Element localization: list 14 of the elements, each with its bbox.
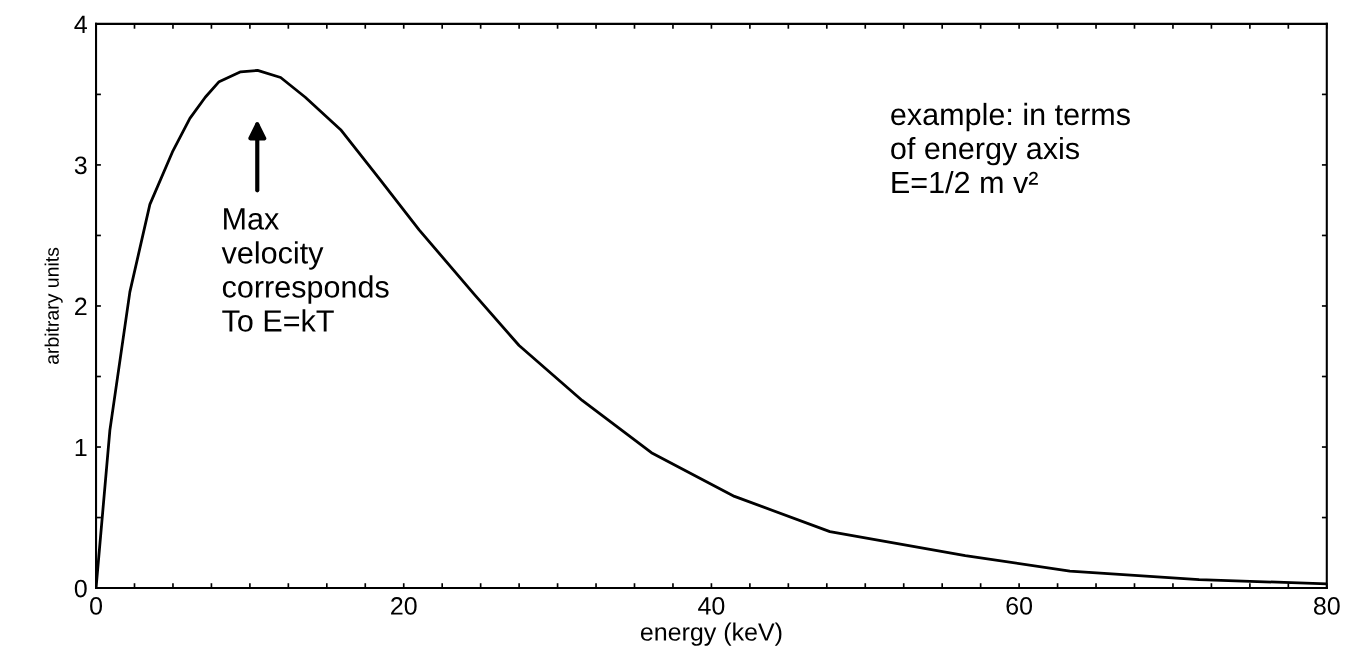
annotation: example: in terms of energy axis E=1/2 m v² <box>891 102 1130 194</box>
y-axis-title: arbitrary units <box>44 247 63 365</box>
y-tick-label: 2 <box>75 297 87 316</box>
x-axis-title: energy (keV) <box>640 622 782 646</box>
annotation: Max velocity corresponds To E=kT <box>221 208 389 332</box>
x-tick-label: 80 <box>1313 597 1340 615</box>
y-tick-label: 0 <box>74 579 87 598</box>
y-tick-label: 4 <box>74 15 87 33</box>
x-tick-label: 40 <box>698 597 725 615</box>
x-tick-label: 0 <box>90 597 103 615</box>
y-tick-label: 3 <box>74 156 87 175</box>
x-tick-label: 20 <box>391 597 417 615</box>
x-tick-label: 60 <box>1006 597 1033 615</box>
y-tick-label: 1 <box>75 438 87 457</box>
